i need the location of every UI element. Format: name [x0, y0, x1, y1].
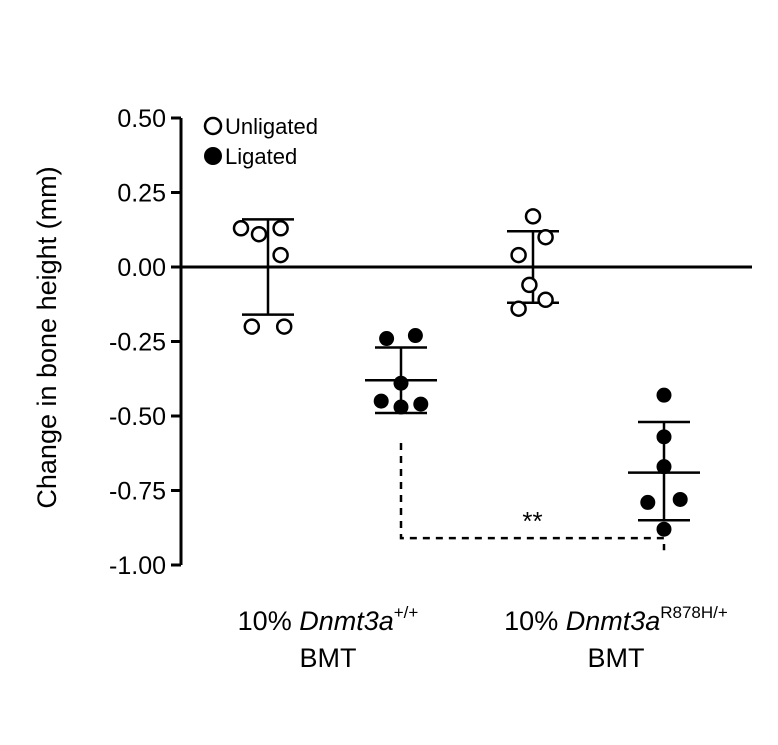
data-point-filled	[393, 375, 409, 391]
data-point-open	[243, 318, 261, 335]
data-point-filled	[379, 331, 395, 347]
data-point-filled	[672, 491, 688, 507]
y-axis: 0.50 0.25 0.00 -0.25 -0.50 -0.75 -1.00 Change i…	[32, 105, 183, 580]
group-label-line2: BMT	[300, 643, 357, 673]
data-point-filled	[640, 494, 656, 510]
data-point-filled	[393, 399, 409, 415]
legend-marker-filled	[204, 147, 222, 165]
legend: Unligated Ligated	[203, 114, 318, 169]
data-point-open	[272, 246, 289, 264]
data-point-open	[250, 225, 268, 243]
data-point-filled	[413, 396, 429, 412]
data-point-filled	[656, 387, 672, 403]
y-tick-label: -0.50	[109, 403, 166, 431]
legend-marker-open	[203, 116, 223, 136]
y-tick-label: 0.00	[117, 254, 166, 282]
data-point-open	[521, 276, 538, 294]
data-point-open	[275, 318, 293, 335]
data-point-filled	[656, 459, 672, 475]
group-labels: 10% Dnmt3a+/+ BMT 10% Dnmt3aR878H/+ BMT	[238, 603, 728, 673]
data-series	[232, 208, 700, 537]
data-point-open	[537, 291, 554, 309]
series-2	[497, 208, 569, 317]
data-point-open	[510, 300, 527, 317]
series-1	[365, 328, 437, 415]
data-point-filled	[407, 328, 423, 344]
data-point-open	[232, 220, 250, 237]
y-tick-label: -0.75	[109, 478, 166, 506]
series-0	[232, 218, 304, 335]
group-label-line1: 10% Dnmt3aR878H/+	[504, 603, 728, 636]
data-point-filled	[656, 521, 672, 537]
series-3	[628, 387, 700, 537]
y-axis-title: Change in bone height (mm)	[32, 166, 62, 508]
data-point-open	[537, 228, 554, 246]
group-label-line2: BMT	[588, 643, 645, 673]
data-point-filled	[656, 429, 672, 445]
significance-label: **	[522, 506, 542, 536]
y-tick-label: -1.00	[109, 552, 166, 580]
y-tick-label: 0.25	[117, 180, 166, 208]
y-tick-label: -0.25	[109, 329, 166, 357]
significance-bracket: **	[399, 443, 666, 551]
data-point-filled	[373, 393, 389, 409]
data-point-open	[524, 208, 542, 225]
y-tick-label: 0.50	[117, 105, 166, 133]
data-point-open	[510, 246, 527, 264]
legend-label: Unligated	[225, 114, 318, 139]
significance-line	[399, 443, 666, 551]
legend-label: Ligated	[225, 144, 297, 169]
data-point-open	[272, 220, 289, 237]
group-label-line1: 10% Dnmt3a+/+	[238, 603, 419, 636]
